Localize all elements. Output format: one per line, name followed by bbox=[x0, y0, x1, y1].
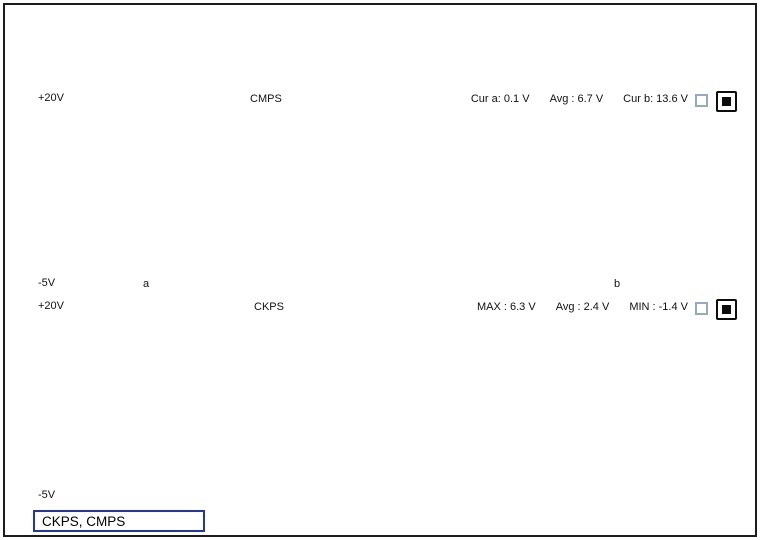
y-bottom-label: -5V bbox=[38, 489, 56, 501]
avg-readout: Avg : 2.4 V bbox=[555, 301, 610, 313]
scrollbar-thumb[interactable] bbox=[709, 511, 729, 533]
chart-panel-cmps: +20V -5V CMPS Cur a: 0.1 V Avg : 6.7 V C… bbox=[30, 88, 754, 293]
active-channels-box[interactable]: CKPS, CMPS bbox=[33, 510, 205, 532]
viewall-button[interactable]: ViewAll bbox=[321, 53, 389, 81]
ckps-pulse-train bbox=[33, 408, 750, 503]
channel-visibility-checkbox[interactable] bbox=[695, 94, 708, 107]
aux-button[interactable]: Aux bbox=[338, 10, 426, 36]
theme-button[interactable]: Theme bbox=[178, 10, 250, 36]
sensor-button[interactable]: Sensor bbox=[95, 10, 172, 36]
title-divider bbox=[56, 10, 57, 32]
save-button[interactable]: Save bbox=[395, 53, 457, 81]
channel-name-label: CKPS bbox=[254, 301, 284, 313]
channel-name-label: CMPS bbox=[250, 93, 282, 105]
sidebar-label: Configuration bbox=[10, 252, 23, 338]
timebase-increase-button[interactable]: ▶ bbox=[695, 54, 718, 80]
skip-to-start-button[interactable]: ◀ bbox=[468, 54, 494, 80]
list-menu-icon[interactable] bbox=[722, 10, 745, 33]
scroll-left-button[interactable]: ◀ bbox=[8, 511, 28, 531]
cmps-square-wave bbox=[34, 134, 751, 249]
start-button[interactable]: Start ▲ ▼ bbox=[97, 53, 167, 81]
cursor-b-readout: Cur b: 13.6 V bbox=[623, 93, 688, 105]
cursor-a-readout: Cur a: 0.1 V bbox=[470, 93, 530, 105]
user-setting-button[interactable]: User Setting bbox=[497, 10, 561, 36]
min-readout: MIN : -1.4 V bbox=[629, 301, 688, 313]
name-button[interactable]: Name bbox=[173, 53, 239, 81]
ab-timer-icon: AB bbox=[600, 18, 613, 29]
chart-panel-ckps: +20V -5V CKPS MAX : 6.3 V Avg : 2.4 V MI… bbox=[30, 296, 754, 505]
app-dropdown-icon[interactable]: ▼ bbox=[31, 13, 49, 28]
measurement-readouts: Cur a: 0.1 V Avg : 6.7 V Cur b: 13.6 V bbox=[471, 93, 688, 105]
max-readout: MAX : 6.3 V bbox=[477, 301, 536, 313]
cursor-button[interactable]: Cursor bbox=[245, 53, 315, 81]
edge-ticks bbox=[32, 90, 752, 291]
y-top-label: +20V bbox=[38, 300, 64, 312]
measurement-readouts: MAX : 6.3 V Avg : 2.4 V MIN : -1.4 V bbox=[477, 301, 688, 313]
channel-color-button[interactable] bbox=[716, 91, 737, 112]
skip-to-end-button[interactable]: ▶ bbox=[555, 54, 581, 80]
channel-mode-button[interactable]: 2Ch/4Ch bbox=[256, 10, 332, 36]
y-bottom-label: -5V bbox=[38, 277, 56, 289]
ckps-waveform-plot[interactable] bbox=[32, 298, 752, 503]
skip-to-start-icon: ◀ bbox=[475, 61, 487, 74]
step-forward-button[interactable]: ▶ bbox=[526, 54, 552, 80]
cursor-a-tag: a bbox=[143, 278, 150, 290]
toolbar-separator bbox=[25, 44, 720, 45]
step-back-icon: ◀ bbox=[505, 61, 515, 74]
channel-color-button[interactable] bbox=[716, 299, 737, 320]
trigger-time-display: AB 203 ms bbox=[572, 11, 690, 36]
timebase-decrease-button[interactable]: ◀ bbox=[594, 54, 617, 80]
cursor-b-tag: b bbox=[614, 278, 621, 290]
scroll-right-button[interactable]: ▶ bbox=[730, 511, 750, 531]
channel-visibility-checkbox[interactable] bbox=[695, 302, 708, 315]
step-back-button[interactable]: ◀ bbox=[497, 54, 523, 80]
timebase-display: 20ms bbox=[620, 55, 692, 79]
y-top-label: +20V bbox=[38, 92, 64, 104]
cmps-waveform-plot[interactable] bbox=[32, 90, 752, 291]
reset-button[interactable]: Reset bbox=[27, 53, 91, 81]
active-channels-label: CKPS, CMPS bbox=[42, 513, 126, 529]
review-button[interactable]: Review bbox=[431, 10, 494, 36]
avg-readout: Avg : 6.7 V bbox=[549, 93, 604, 105]
sidebar-configuration-handle[interactable]: Configuration bbox=[6, 88, 27, 502]
step-forward-icon: ▶ bbox=[534, 61, 544, 74]
trigger-time-value: 203 ms bbox=[618, 16, 662, 31]
skip-to-end-icon: ▶ bbox=[562, 61, 574, 74]
